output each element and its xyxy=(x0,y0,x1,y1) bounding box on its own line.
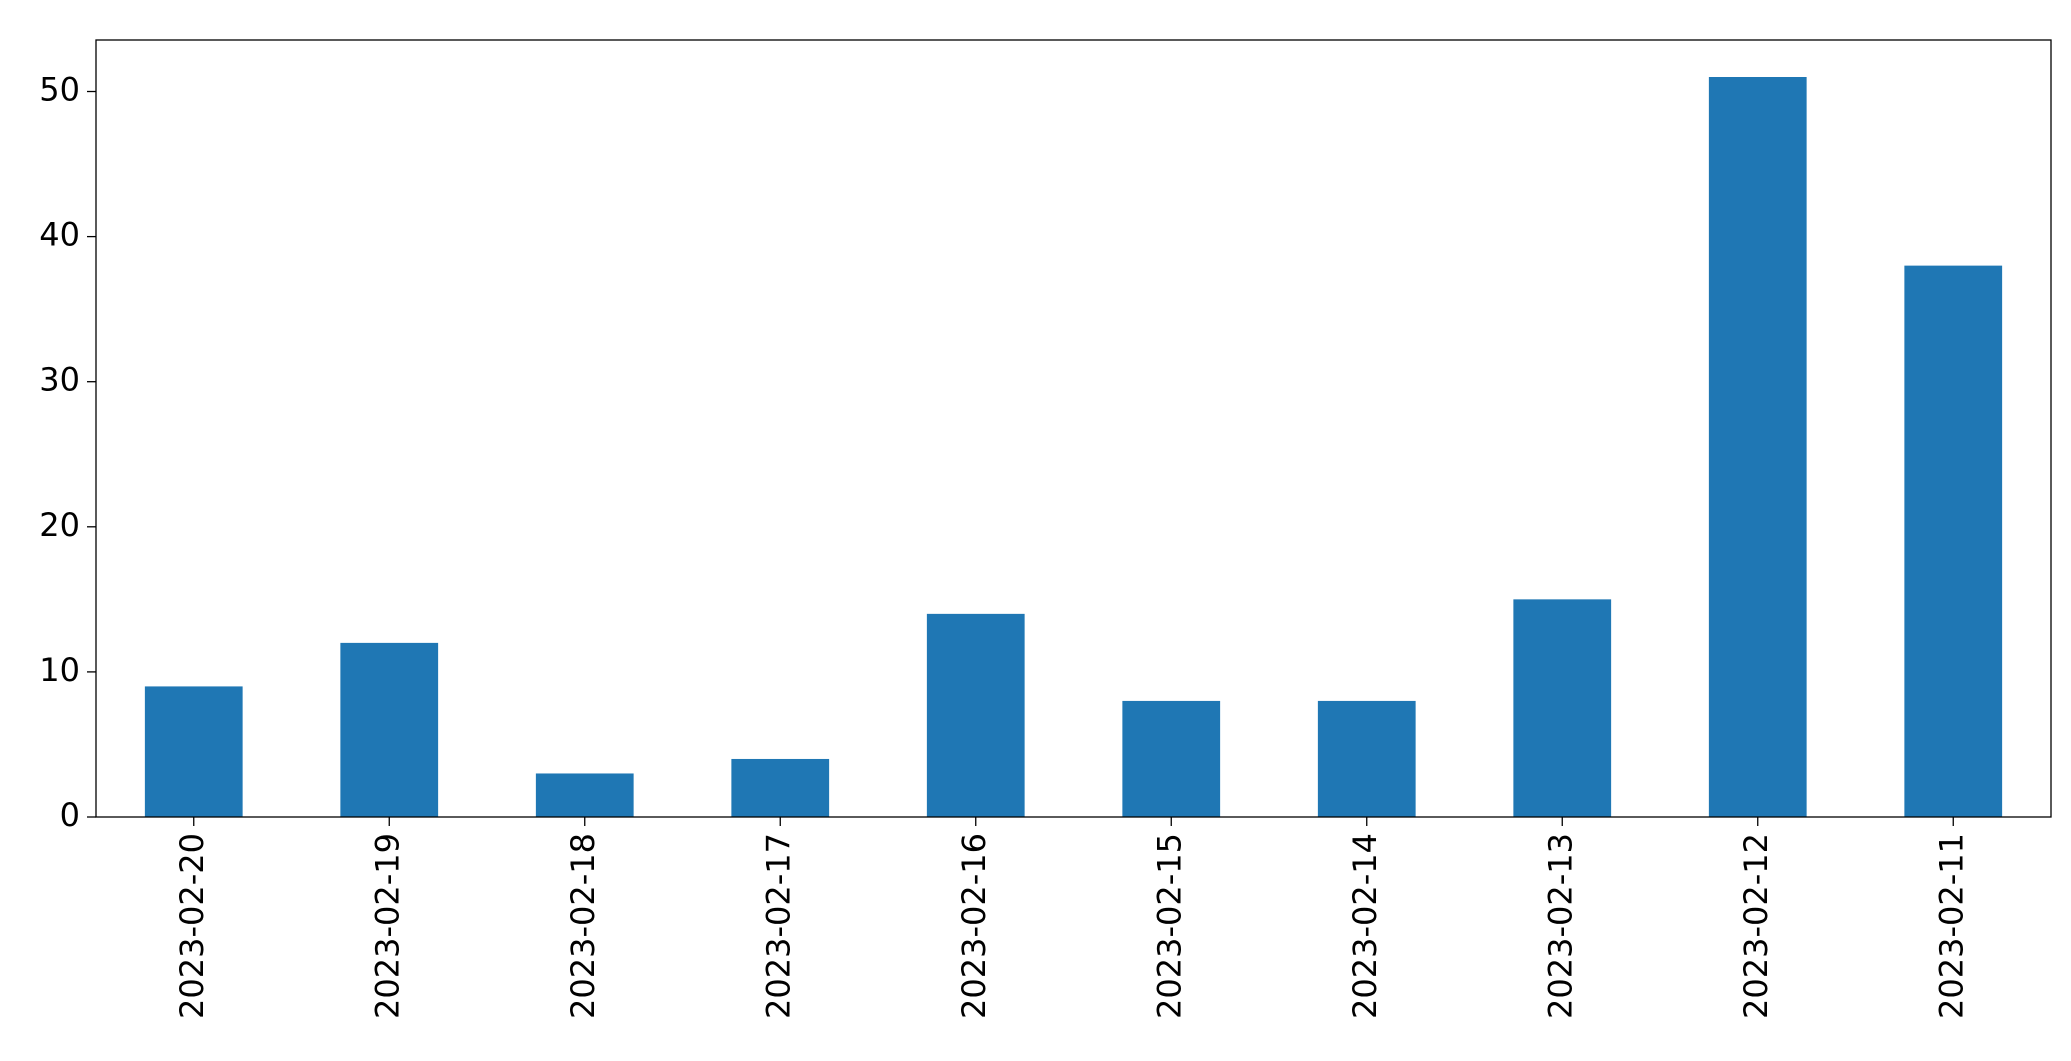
y-tick-label: 40 xyxy=(39,216,80,254)
x-tick-label: 2023-02-16 xyxy=(955,833,993,1019)
bar xyxy=(1708,77,1807,817)
bar xyxy=(535,773,634,817)
x-tick-label: 2023-02-12 xyxy=(1737,833,1775,1019)
x-tick-label: 2023-02-11 xyxy=(1932,833,1970,1019)
y-tick-label: 10 xyxy=(39,651,80,689)
bar xyxy=(1317,700,1416,817)
bar xyxy=(144,686,243,817)
x-tick-label: 2023-02-14 xyxy=(1346,833,1384,1019)
x-tick-label: 2023-02-13 xyxy=(1541,833,1579,1019)
x-tick-label: 2023-02-19 xyxy=(368,833,406,1019)
x-tick-label: 2023-02-18 xyxy=(564,833,602,1019)
bar xyxy=(1122,700,1221,817)
bar xyxy=(731,758,830,817)
bar xyxy=(926,613,1025,817)
x-tick-label: 2023-02-15 xyxy=(1150,833,1188,1019)
x-tick-label: 2023-02-20 xyxy=(173,833,211,1019)
y-tick-label: 20 xyxy=(39,506,80,544)
y-tick-label: 50 xyxy=(39,71,80,109)
x-tick-label: 2023-02-17 xyxy=(759,833,797,1019)
y-tick-label: 0 xyxy=(60,796,80,834)
bar xyxy=(1904,265,2003,817)
plot-frame xyxy=(95,39,2052,818)
bar xyxy=(340,642,439,817)
y-tick-label: 30 xyxy=(39,361,80,399)
bar xyxy=(1513,599,1612,817)
